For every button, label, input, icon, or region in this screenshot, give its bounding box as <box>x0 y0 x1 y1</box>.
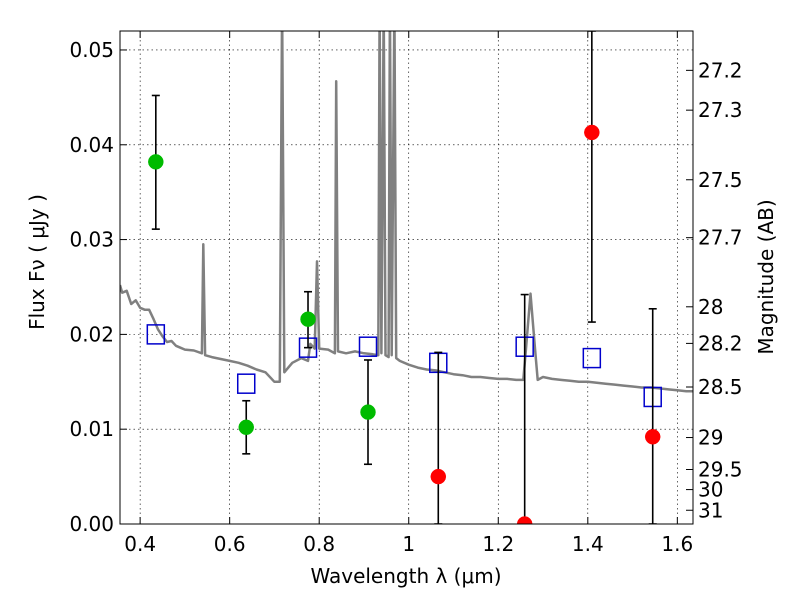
grid-lines <box>120 31 693 525</box>
right-tick-label: 27.2 <box>698 58 743 82</box>
x-tick-label: 0.4 <box>124 532 156 556</box>
model-spectrum-line <box>120 31 693 393</box>
observed-flux-point <box>584 124 600 141</box>
x-tick-label: 1 <box>402 532 415 556</box>
right-axis-label: Magnitude (AB) <box>754 199 778 354</box>
model-photometry-square <box>146 324 166 345</box>
axis-ticks: 0.4 0.6 0.8 1 1.2 1.4 1.6 0.00 0.01 0.02 0.03 0.04 0… <box>69 31 743 556</box>
x-tick-label: 1.4 <box>572 532 604 556</box>
y-tick-label: 0.02 <box>69 322 114 346</box>
data-marks <box>146 31 662 524</box>
right-tick-label: 28 <box>698 295 723 319</box>
model-spectrum-path <box>120 31 693 393</box>
x-tick-label: 0.6 <box>214 532 246 556</box>
right-tick-label: 28.5 <box>698 375 743 399</box>
y-axis-label: Flux Fν ( μJy ) <box>25 194 49 330</box>
model-photometry-square <box>582 347 602 369</box>
right-tick-label: 27.5 <box>698 168 743 192</box>
observed-flux-point <box>300 311 316 327</box>
observed-flux-point <box>238 419 254 436</box>
model-photometry-square <box>358 336 378 357</box>
model-photometry-square <box>236 373 256 394</box>
observed-flux-point <box>516 516 533 524</box>
right-tick-label: 27.7 <box>698 226 743 250</box>
plot-frame <box>119 30 694 525</box>
observed-flux-point <box>148 154 164 170</box>
right-tick-label: 29 <box>698 426 723 450</box>
x-tick-label: 1.2 <box>482 532 514 556</box>
right-tick-label: 28.2 <box>698 331 743 355</box>
x-axis-label: Wavelength λ (μm) <box>310 564 501 588</box>
y-tick-label: 0.03 <box>69 228 114 252</box>
y-tick-label: 0.00 <box>69 512 114 536</box>
y-tick-label: 0.01 <box>69 417 114 441</box>
right-tick-label: 31 <box>698 498 723 522</box>
x-tick-label: 0.8 <box>303 532 335 556</box>
x-tick-label: 1.6 <box>661 532 693 556</box>
observed-flux-point <box>644 429 661 445</box>
right-tick-label: 30 <box>698 478 723 502</box>
observed-flux-point <box>360 404 376 420</box>
right-tick-label: 27.3 <box>698 98 743 122</box>
observed-flux-point <box>430 468 447 485</box>
y-tick-label: 0.05 <box>69 38 114 62</box>
right-tick-label: 29.5 <box>698 457 743 481</box>
y-tick-label: 0.04 <box>69 133 114 157</box>
